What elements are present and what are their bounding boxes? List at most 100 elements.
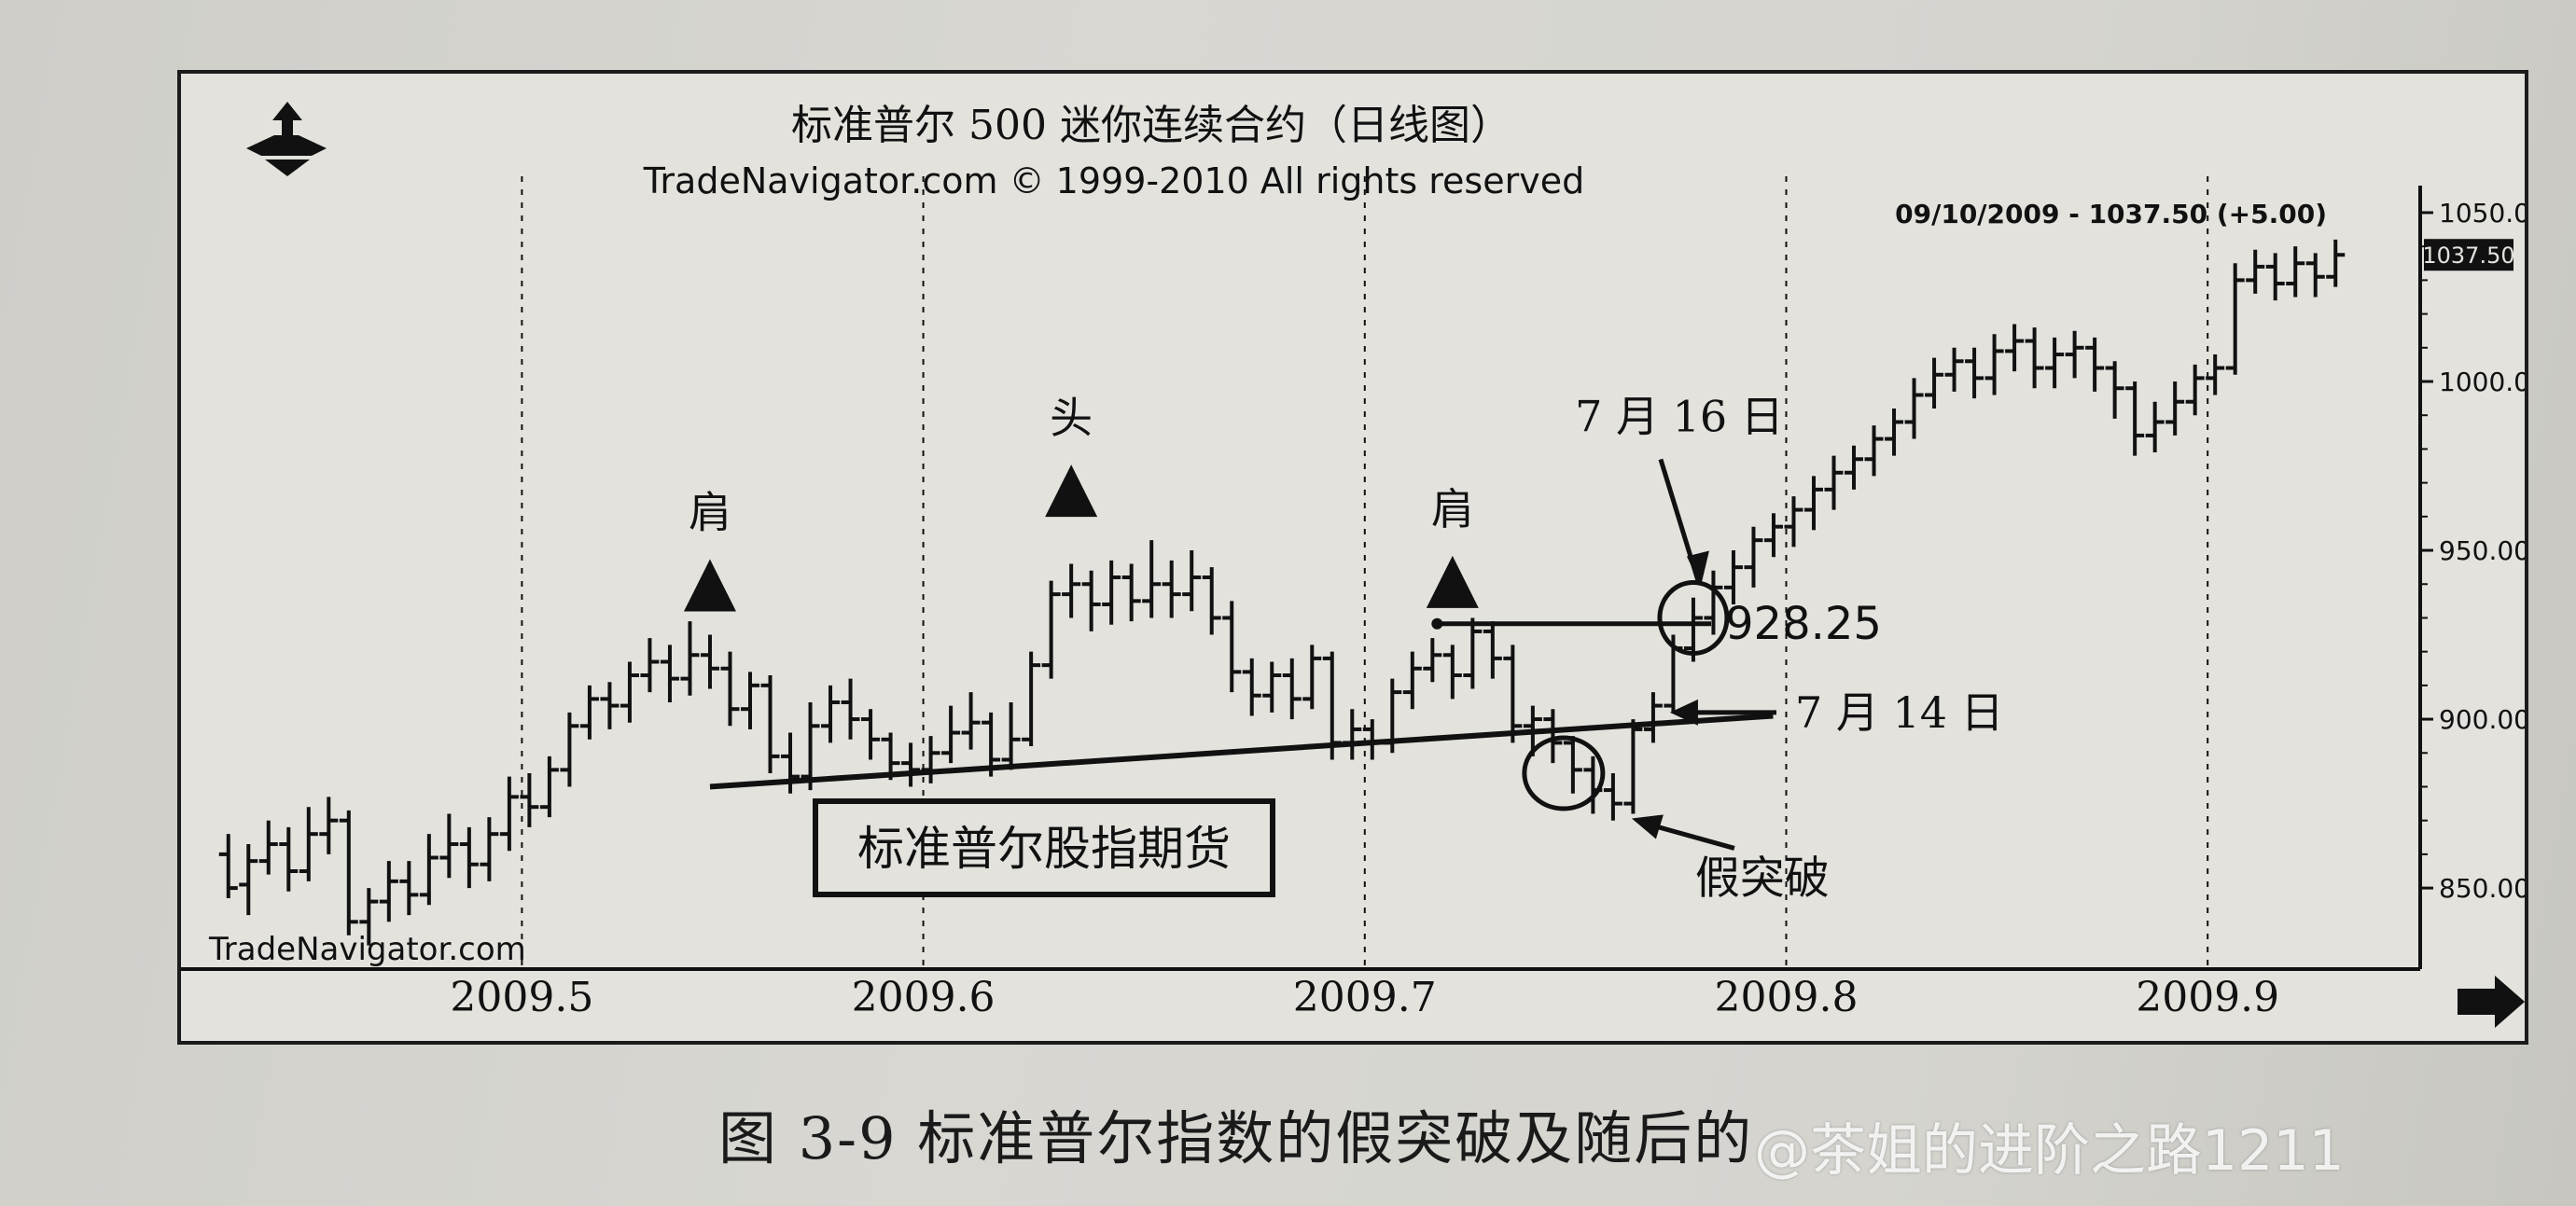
ohlc-bar [1142, 540, 1162, 618]
false-break-circle [1522, 735, 1606, 811]
brand-bottom-left: TradeNavigator.com [208, 931, 526, 968]
ohlc-bar [1763, 513, 1783, 558]
ohlc-bar [1442, 645, 1462, 700]
ohlc-bar [640, 638, 660, 693]
ohlc-bar [821, 685, 841, 743]
false-break-pointer [1653, 824, 1735, 851]
ohlc-bar [1343, 709, 1362, 760]
ohlc-bar [1162, 560, 1181, 618]
ohlc-bar [239, 844, 258, 916]
ohlc-bar [620, 661, 639, 723]
ohlc-bar [2165, 381, 2185, 436]
ohlc-bar [1282, 658, 1302, 720]
price-tick-label: 1000.00 [2439, 367, 2525, 397]
ohlc-bar [2225, 263, 2245, 375]
neckline [709, 713, 1774, 790]
watermark-text: @茶姐的进阶之路1211 [1754, 1118, 2345, 1184]
month-label: 2009.5 [450, 974, 593, 1021]
ohlc-bar [299, 807, 318, 881]
ohlc-bar [2025, 327, 2044, 389]
ohlc-bar [520, 773, 539, 827]
breakout-circle [1657, 579, 1730, 656]
ohlc-bar [841, 678, 860, 740]
right-shoulder-label: 肩 [1431, 484, 1474, 534]
ohlc-bar [600, 682, 620, 729]
false-break-label: 假突破 [1695, 852, 1830, 904]
left-shoulder-marker [683, 559, 736, 612]
ohlc-bar [2085, 337, 2105, 392]
ohlc-bar [379, 861, 398, 922]
left-shoulder-label: 肩 [689, 488, 731, 538]
level-label: 928.25 [1725, 598, 1882, 650]
ohlc-bar [901, 742, 921, 787]
ohlc-bar [720, 651, 740, 727]
ohlc-bar [1543, 709, 1563, 764]
ohlc-bar [1182, 550, 1202, 612]
ohlc-bar [2045, 337, 2065, 389]
price-tick-label: 1050.00 [2439, 198, 2525, 229]
ohlc-bar [480, 817, 499, 881]
last-price-tag-text: 1037.50 [2422, 243, 2514, 269]
ohlc-bar [1001, 701, 1021, 770]
ohlc-bar [1041, 580, 1061, 679]
false-break-arrowhead [1631, 814, 1664, 839]
ohlc-bar [399, 861, 419, 916]
month-label: 2009.8 [1715, 974, 1859, 1021]
ohlc-bar [2206, 354, 2225, 395]
figure-caption: 图 3-9 标准普尔指数的假突破及随后的 [718, 1104, 1754, 1172]
ohlc-bar [1062, 563, 1081, 618]
ohlc-bar [1563, 736, 1582, 794]
ohlc-bar [1503, 645, 1523, 743]
chart-svg: 标准普尔 500 迷你连续合约（日线图） TradeNavigator.com … [181, 102, 2525, 1028]
month-gridlines [521, 176, 2209, 969]
scroll-right-arrow-icon[interactable] [2458, 976, 2525, 1028]
ohlc-bar [218, 834, 238, 898]
ohlc-bar [1423, 638, 1442, 683]
ohlc-bar [1723, 550, 1743, 604]
ohlc-bar [1081, 570, 1101, 631]
ohlc-bar [1804, 476, 1823, 531]
chart-title: 标准普尔 500 迷你连续合约（日线图） [791, 102, 1511, 149]
ohlc-bar [439, 813, 459, 879]
ohlc-bar [459, 826, 479, 889]
month-label: 2009.9 [2136, 974, 2279, 1021]
head-label: 头 [1050, 393, 1093, 443]
ohlc-bar [1302, 645, 1322, 710]
ohlc-bar [1022, 651, 1041, 747]
ohlc-bar [258, 820, 278, 875]
ohlc-bar [741, 672, 759, 729]
ohlc-bar [560, 712, 579, 787]
ohlc-bar [1885, 408, 1904, 456]
ohlc-bar [1845, 445, 1864, 490]
month-label: 2009.7 [1293, 974, 1437, 1021]
price-tick-label: 900.00 [2439, 704, 2525, 735]
ohlc-bar [2065, 330, 2084, 379]
ohlc-bar [1744, 526, 1763, 588]
ohlc-bar [1965, 347, 1984, 399]
right-shoulder-marker [1426, 555, 1479, 608]
ohlc-bar [1925, 357, 1944, 409]
ohlc-bar [2185, 364, 2205, 416]
ohlc-bar [1242, 658, 1261, 716]
chart-frame: 标准普尔 500 迷你连续合约（日线图） TradeNavigator.com … [177, 70, 2528, 1045]
ohlc-bar [941, 705, 961, 764]
ohlc-bar [319, 797, 339, 854]
ohlc-bar [1944, 347, 1964, 392]
ohlc-bar [359, 888, 379, 946]
ohlc-bar [700, 634, 719, 689]
ohlc-bar [1784, 496, 1803, 548]
ohlc-bars [218, 239, 2346, 946]
ohlc-bar [1202, 567, 1221, 635]
ohlc-bar [279, 826, 299, 892]
ohlc-bar [339, 810, 358, 936]
ohlc-bar [1643, 692, 1663, 743]
ohlc-bar [1603, 773, 1622, 821]
jul14-arrowhead [1669, 699, 1698, 726]
price-tick-label: 850.00 [2439, 873, 2525, 904]
ohlc-bar [1463, 617, 1483, 689]
legend-box: 标准普尔股指期货 [813, 798, 1275, 897]
ohlc-bar [2305, 253, 2325, 298]
ohlc-bar [2326, 239, 2346, 287]
ohlc-bar [2246, 249, 2265, 294]
ohlc-bar [1262, 661, 1282, 713]
